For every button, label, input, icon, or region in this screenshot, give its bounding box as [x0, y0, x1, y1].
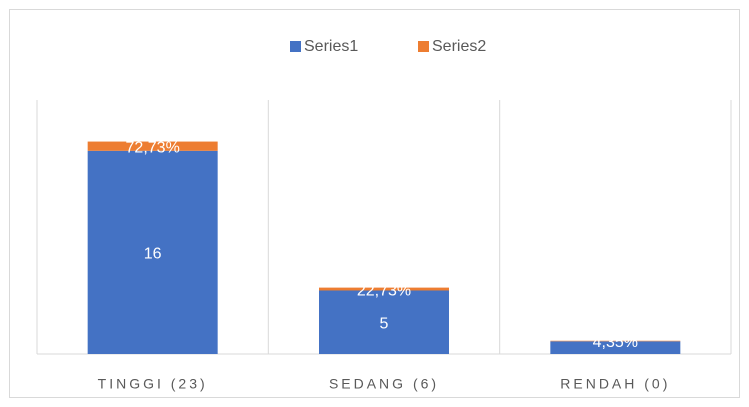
x-tick-label: SEDANG (6): [329, 376, 439, 392]
legend-label: Series2: [432, 38, 486, 55]
data-label: 5: [380, 315, 389, 332]
legend-swatch: [418, 41, 429, 52]
data-label: 16: [144, 246, 162, 263]
x-tick-label: RENDAH (0): [560, 376, 670, 392]
bar-segment: [550, 340, 681, 342]
bar-segment: [319, 290, 449, 354]
x-tick-label: TINGGI (23): [98, 376, 208, 392]
bar-segment: [550, 341, 681, 354]
data-label: 4,35%: [593, 334, 638, 351]
bar-segment: [87, 150, 218, 354]
bar-segment: [87, 141, 218, 151]
legend-swatch: [290, 41, 301, 52]
bar-segment: [319, 287, 449, 291]
data-label: 22,73%: [357, 282, 411, 299]
data-label: 72,73%: [126, 139, 180, 156]
legend-label: Series1: [304, 38, 358, 55]
